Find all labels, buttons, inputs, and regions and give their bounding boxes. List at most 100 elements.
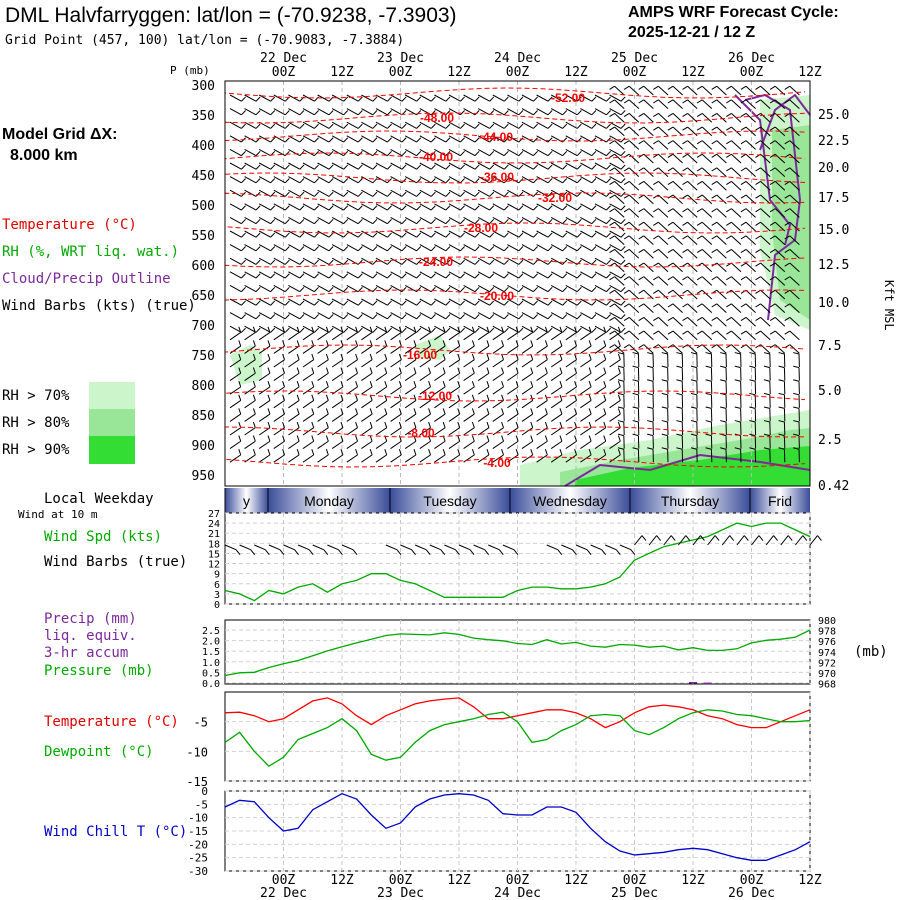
wind-barb [244,176,261,184]
wind-barb-staff [375,345,388,354]
wind-barb-flag [314,218,319,224]
wind-barb [784,208,800,218]
wind-barb-flag [328,123,334,129]
wind-barb-flag [501,326,505,333]
wind-barb [244,325,261,333]
wind-barb [317,216,334,225]
wind-barb-flag [428,326,432,333]
wind-barb-staff [448,325,461,333]
wind-barb-flag [340,353,344,360]
wind-barb-staff [521,312,534,320]
wind-barb-flag [474,150,480,156]
wind-barb [273,94,290,102]
wind-barb-flag [544,435,548,442]
wind-barb-staff [419,121,432,129]
wind-barb-flag [384,353,388,360]
wind-barb-flag [617,340,621,347]
wind-barb-flag [533,286,538,292]
wind-barb [492,381,505,395]
wind-barb-staff [404,312,417,320]
wind-barb [565,203,582,211]
wind-barb-staff [434,400,446,409]
wind-barb-flag [647,392,654,396]
wind-barb [676,406,684,422]
wind-barb [288,408,300,422]
wind-barb [594,230,611,238]
wind-barb-flag [489,123,495,129]
wind-barb-staff [404,372,417,382]
wind-barb [696,235,713,245]
wind-barb-flag [284,246,290,252]
wind-barb-flag [609,167,615,172]
wind-barb-flag [667,85,674,90]
wind-barb-flag [620,300,626,306]
wind-barb [755,289,771,300]
wind-barb-staff [288,298,301,306]
wind-barb-staff [273,271,286,279]
wind-barb-flag [372,314,378,320]
wind-barb-flag [606,246,611,252]
wind-barb [288,108,305,116]
wind-barb-flag [711,126,718,131]
wind-barb [463,148,480,157]
wind-barb-staff [404,325,417,333]
wind-barb-staff [565,176,578,184]
wind-barb-flag [270,314,276,320]
bottom-hour-label: 12Z [447,873,471,888]
wind-barb [346,394,359,409]
pressure-tick-label: 900 [192,439,215,454]
wind-barb-flag [562,205,568,211]
wind-barb-staff [580,386,592,395]
wind-barb-flag [355,421,359,428]
wind-barb-flag [474,232,480,238]
wind-barb [609,244,626,252]
wind-barb-flag [755,208,761,213]
wind-barb-staff [774,140,786,150]
wind-barb-staff [536,176,549,184]
wind-barb-staff [760,303,771,313]
wind-barb-staff [492,312,505,320]
wind-barb [346,326,359,341]
wind-barb-staff [774,289,786,300]
wind-barb-staff [273,359,285,368]
wind-barb [390,244,407,252]
wind-barb-flag [620,232,626,238]
wind-barb-flag [515,381,519,388]
surface-barb-flag [758,535,764,541]
wind-barb-staff [672,113,683,123]
wind-barb-staff [628,289,640,300]
wind-barb [507,340,519,354]
wind-barb-staff [229,257,242,265]
wind-barb-flag [267,340,271,347]
wind-barb-flag [769,126,776,131]
wind-barb-staff [244,427,256,436]
wind-barb-flag [740,112,747,118]
wind-barb-flag [282,326,286,333]
wind-barb-flag [623,289,630,294]
wind-barb [550,394,563,409]
wind-barb [667,85,683,96]
wind-barb-flag [460,273,465,279]
wind-barb [696,330,713,341]
wind-barb-staff [331,189,344,197]
wind-barb [565,230,582,238]
wind-barb-flag [255,300,261,306]
wind-barb [726,208,742,218]
wind-barb-flag [638,99,645,104]
wind-barb-staff [594,454,607,463]
wind-barb [755,99,771,109]
wind-barb [331,421,344,436]
wind-chill-tick: -30 [188,865,208,878]
wind-barb-staff [594,345,607,354]
wind-barb-staff [687,249,698,259]
wind-barb-staff [701,181,713,191]
wind-barb [580,94,597,102]
wind-barb-staff [419,216,432,225]
wind-barb-flag [241,314,246,320]
wind-barb-staff [346,312,359,320]
wind-barb [331,408,344,422]
wind-barb-flag [667,248,674,254]
surface-barb-flag [572,549,577,555]
wind-barb-flag [591,273,597,279]
wind-barb-staff [731,235,742,245]
